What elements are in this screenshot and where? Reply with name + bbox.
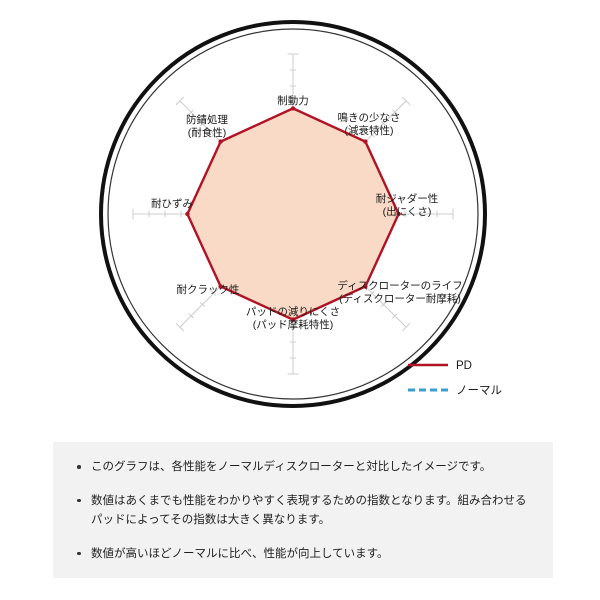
axis-label-1: 鳴きの少なさ(減衰特性) [338,111,401,137]
axis-label-0: 制動力 [277,94,309,107]
outer-ring [99,20,487,408]
axis-label-5: 耐クラック性 [177,283,240,296]
axis-label-3: ディスクローターのライフ(ディスクローター耐摩耗) [337,279,462,305]
list-item: 数値はあくまでも性能をわかりやすく表現するための指数となります。組み合わせるパッ… [71,492,535,530]
list-item: このグラフは、各性能をノーマルディスクローターと対比したイメージです。 [71,458,535,477]
notes-list: このグラフは、各性能をノーマルディスクローターと対比したイメージです。 数値はあ… [71,458,535,564]
radar-chart-area: 制動力鳴きの少なさ(減衰特性) 耐ジャダー性(出にくさ) ディスクローターのライフ(… [99,20,502,408]
chart-legend: PD ノーマル [408,360,502,397]
axis-label-2: 耐ジャダー性(出にくさ) [376,192,438,218]
notes-box: このグラフは、各性能をノーマルディスクローターと対比したイメージです。 数値はあ… [53,442,553,578]
axis-label-7: 防錆処理(耐食性) [186,113,228,139]
radar-series [185,106,401,322]
axis-label-4: パッドの減りにくさ(パッド摩耗特性) [246,305,340,331]
legend-label-pd: PD [456,360,472,372]
legend-label-normal: ノーマル [456,385,502,397]
axis-label-6: 耐ひずみ [151,197,193,210]
list-item: 数値が高いほどノーマルに比べ、性能が向上しています。 [71,545,535,564]
